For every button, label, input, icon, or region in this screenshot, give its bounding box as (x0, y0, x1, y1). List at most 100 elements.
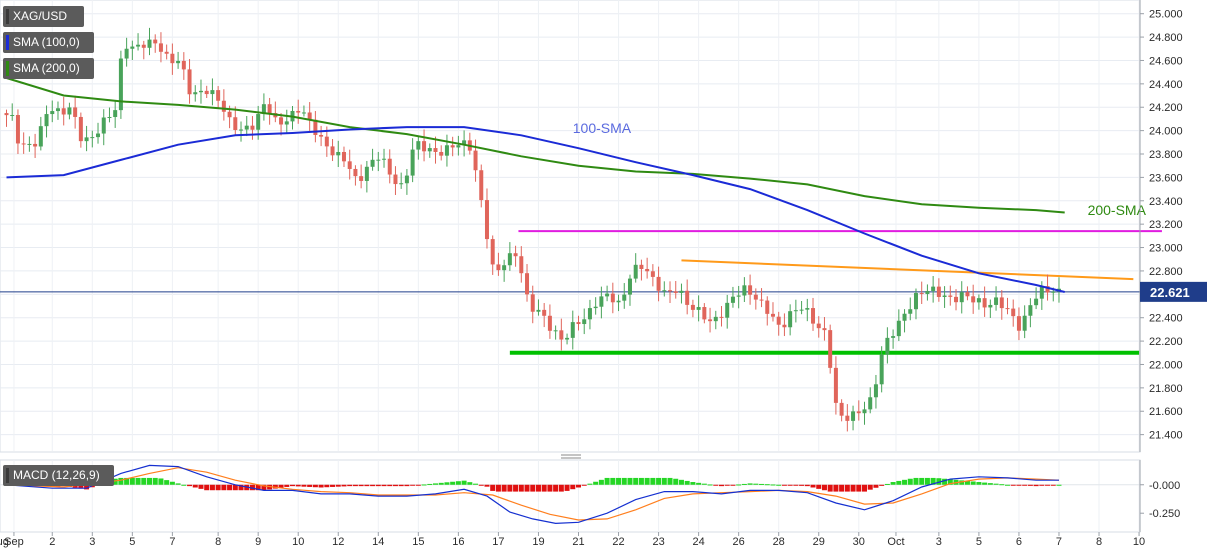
macd-histogram-bar (936, 478, 942, 485)
macd-histogram-bar (719, 484, 724, 487)
legend-swatch-macd (6, 468, 9, 483)
legend-label-symbol: XAG/USD (13, 9, 68, 23)
candle-body (221, 100, 226, 112)
macd-histogram-bar (947, 479, 953, 485)
candle-body (479, 170, 484, 201)
macd-histogram-bar (999, 484, 1005, 486)
macd-pane-frame (0, 459, 1141, 533)
candle-body (38, 126, 43, 147)
y-tick-label: 24.200 (1149, 102, 1183, 114)
candle-body (382, 158, 387, 160)
candle-body (1005, 308, 1010, 310)
macd-histogram-bar (776, 484, 782, 486)
macd-histogram-bar (787, 484, 793, 486)
candle-body (250, 125, 255, 130)
macd-histogram-bar (650, 477, 656, 485)
candle-body (33, 143, 38, 147)
macd-signal-line (6, 467, 1060, 521)
macd-histogram-bar (301, 484, 307, 487)
candle-body (982, 298, 987, 308)
candle-body (267, 104, 272, 114)
macd-histogram-bar (335, 484, 341, 487)
macd-histogram-bar (347, 484, 353, 487)
candle-body (433, 148, 438, 152)
macd-histogram-bar (1022, 484, 1028, 486)
candle-body (239, 129, 244, 131)
macd-histogram-bar (581, 484, 587, 486)
candle-body (879, 354, 884, 385)
macd-histogram-bar (633, 477, 639, 485)
macd-histogram-bar (72, 484, 78, 488)
candle-body (856, 411, 861, 414)
macd-histogram-bar (701, 483, 707, 485)
x-tick-label: 24 (692, 536, 704, 548)
macd-histogram-bar (364, 484, 370, 487)
macd-histogram-bar (444, 482, 450, 485)
macd-histogram-bar (862, 484, 867, 492)
legend-symbol: XAG/USD (3, 6, 84, 27)
candle-body (959, 292, 964, 303)
x-tick-label: 7 (1056, 536, 1062, 548)
macd-y-tick-label: -0.000 (1149, 480, 1180, 492)
candle-body (227, 111, 232, 118)
x-tick-label: 19 (532, 536, 544, 548)
candle-body (896, 320, 901, 337)
candle-body (450, 145, 455, 148)
annotation-label: 200-SMA (1088, 202, 1147, 218)
candle-body (662, 290, 667, 292)
candle-body (490, 239, 495, 265)
candle-body (519, 256, 524, 274)
macd-histogram-bar (381, 484, 387, 487)
macd-histogram-bar (919, 477, 925, 485)
macd-histogram-bar (375, 484, 381, 487)
macd-histogram-bar (759, 483, 765, 485)
candle-body (1011, 308, 1016, 317)
candle-body (353, 168, 358, 177)
macd-histogram-bar (598, 479, 604, 485)
candle-body (341, 151, 346, 162)
macd-histogram-bar (644, 477, 650, 485)
macd-histogram-bar (741, 483, 747, 485)
candle-body (673, 291, 678, 293)
macd-histogram-bar (839, 484, 845, 492)
macd-histogram-bar (793, 484, 799, 486)
macd-histogram-bar (352, 484, 358, 487)
candle-body (15, 114, 20, 144)
macd-histogram-bar (1005, 484, 1010, 486)
macd-histogram-bar (667, 477, 673, 485)
legend-sma100: SMA (100,0) (3, 32, 94, 53)
x-tick-label: 23 (652, 536, 664, 548)
macd-histogram-bar (415, 484, 421, 486)
candle-body (61, 108, 66, 115)
candle-body (925, 290, 930, 294)
macd-histogram-bar (221, 484, 227, 491)
macd-histogram-bar (478, 484, 484, 486)
candle-body (776, 316, 781, 325)
candle-body (833, 367, 838, 403)
candle-body (210, 90, 215, 95)
macd-histogram-bar (661, 477, 667, 485)
candlestick-series (4, 27, 1061, 432)
macd-histogram-bar (844, 484, 850, 492)
macd-histogram-bar (324, 484, 330, 488)
candle-body (78, 116, 83, 142)
candle-body (444, 145, 449, 156)
candle-body (565, 337, 570, 340)
legend-swatch-sma200 (6, 61, 9, 76)
candle-body (902, 313, 907, 321)
candle-body (364, 166, 369, 181)
macd-histogram-bar (867, 484, 873, 490)
candle-body (141, 44, 146, 48)
candle-body (627, 278, 632, 295)
macd-histogram-bar (410, 484, 416, 486)
macd-histogram-bar (169, 481, 175, 485)
macd-histogram-bar (902, 479, 908, 485)
candle-body (753, 294, 758, 300)
candle-body (307, 112, 312, 120)
macd-histogram-bar (421, 484, 427, 486)
candle-body (462, 140, 467, 146)
candle-body (685, 290, 690, 305)
candle-body (839, 402, 844, 416)
candle-body (965, 292, 970, 297)
